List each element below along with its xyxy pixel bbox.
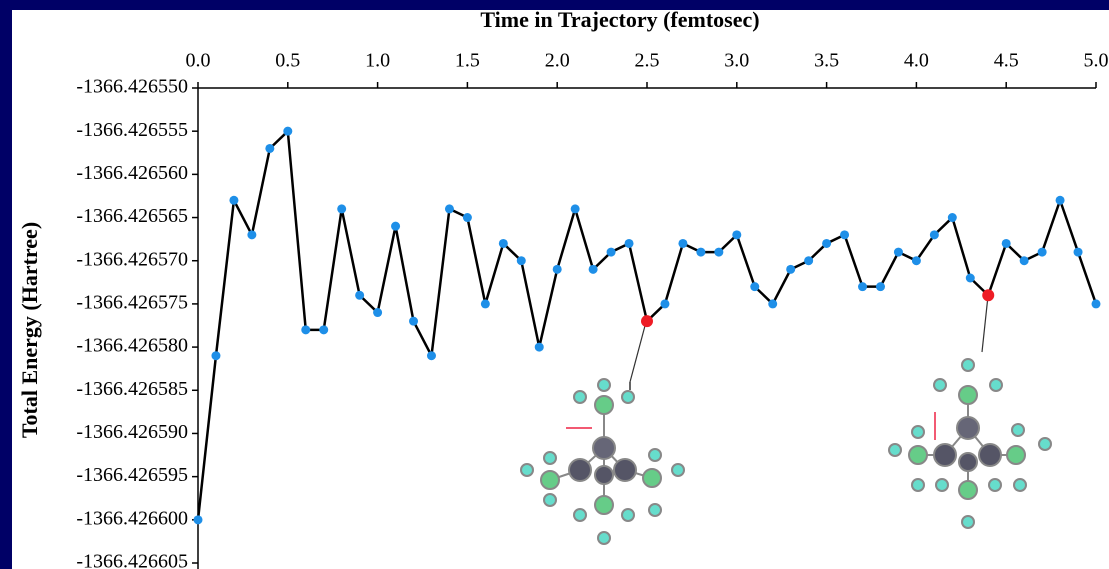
data-point	[660, 299, 670, 309]
x-tick-label: 4.0	[904, 50, 929, 72]
data-point	[947, 213, 957, 223]
arrow	[981, 295, 989, 353]
x-tick-label: 1.0	[365, 50, 390, 72]
y-tick-label: -1366.426575	[76, 292, 188, 314]
data-point	[840, 230, 850, 240]
x-tick-label: 4.5	[994, 50, 1019, 72]
data-point	[373, 308, 383, 318]
chart-title: Time in Trajectory (femtosec)	[480, 7, 759, 32]
data-point	[1001, 238, 1011, 248]
data-point	[301, 325, 311, 335]
data-point	[982, 289, 995, 302]
molecule-2	[888, 358, 1052, 529]
y-tick-label: -1366.426590	[76, 421, 188, 443]
data-point	[355, 290, 365, 300]
data-point	[337, 204, 347, 214]
data-point	[678, 238, 688, 248]
data-point	[570, 204, 580, 214]
arrow	[629, 321, 647, 383]
y-tick-label: -1366.426595	[76, 464, 188, 486]
data-point	[265, 143, 275, 153]
data-point	[516, 256, 526, 266]
x-tick-label: 2.5	[635, 50, 660, 72]
data-point	[893, 247, 903, 257]
data-point	[211, 351, 221, 361]
data-point	[1037, 247, 1047, 257]
data-point	[229, 195, 239, 205]
data-point	[786, 264, 796, 274]
data-point	[552, 264, 562, 274]
data-point	[319, 325, 329, 335]
data-point	[193, 515, 203, 525]
x-tick-label: 0.5	[275, 50, 300, 72]
data-point	[858, 282, 868, 292]
data-point	[426, 351, 436, 361]
molecule-1	[520, 378, 685, 545]
y-tick-label: -1366.426550	[76, 76, 188, 98]
x-tick-label: 1.5	[455, 50, 480, 72]
y-tick-label: -1366.426600	[76, 507, 188, 529]
data-point	[714, 247, 724, 257]
x-tick-label: 0.0	[186, 50, 211, 72]
x-tick-label: 2.0	[545, 50, 570, 72]
data-point	[534, 342, 544, 352]
data-point	[1055, 195, 1065, 205]
data-point	[391, 221, 401, 231]
data-point	[498, 238, 508, 248]
data-point	[1073, 247, 1083, 257]
x-tick-label: 3.5	[814, 50, 839, 72]
data-point	[822, 238, 832, 248]
data-point	[409, 316, 419, 326]
data-point	[804, 256, 814, 266]
data-point	[283, 126, 293, 136]
y-tick-label: -1366.426605	[76, 551, 188, 569]
data-point	[641, 315, 653, 328]
data-point	[732, 230, 742, 240]
data-point	[606, 247, 616, 257]
y-tick-label: -1366.426565	[76, 205, 188, 227]
data-point	[911, 256, 921, 266]
data-point	[1091, 299, 1101, 309]
data-point	[875, 282, 885, 292]
x-tick-label: 3.0	[724, 50, 749, 72]
data-point	[480, 299, 490, 309]
y-tick-label: -1366.426570	[76, 248, 188, 270]
data-point	[588, 264, 598, 274]
data-point	[1019, 256, 1029, 266]
data-point	[624, 238, 634, 248]
data-point	[696, 247, 706, 257]
data-point	[247, 230, 257, 240]
y-axis-title: Total Energy (Hartree)	[17, 222, 42, 438]
y-tick-label: -1366.426580	[76, 335, 188, 357]
y-tick-label: -1366.426560	[76, 162, 188, 184]
data-point	[965, 273, 975, 283]
x-tick-label: 5.0	[1084, 50, 1109, 72]
data-point	[462, 213, 472, 223]
data-point	[444, 204, 454, 214]
data-point	[929, 230, 939, 240]
data-point	[768, 299, 778, 309]
data-point	[750, 282, 760, 292]
y-tick-label: -1366.426585	[76, 378, 188, 400]
y-tick-label: -1366.426555	[76, 119, 188, 141]
